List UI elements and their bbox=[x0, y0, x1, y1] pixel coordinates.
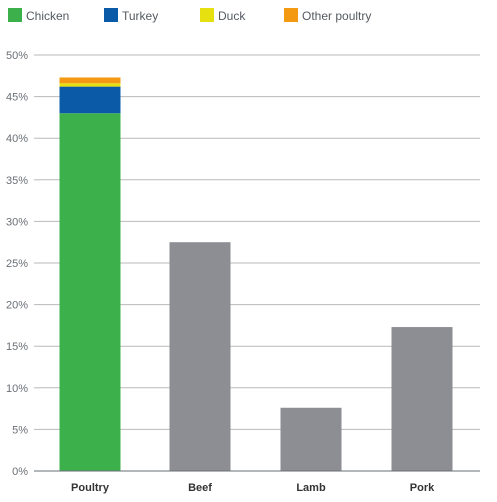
legend: Chicken Turkey Duck Other poultry bbox=[8, 8, 371, 23]
legend-swatch-turkey bbox=[104, 8, 118, 22]
y-tick-label: 50% bbox=[6, 50, 28, 62]
y-tick-label: 35% bbox=[6, 175, 28, 187]
bar-segment-poultry-other-poultry bbox=[59, 77, 121, 84]
legend-label-chicken: Chicken bbox=[26, 9, 69, 23]
legend-label-duck: Duck bbox=[218, 9, 246, 23]
x-tick-label-poultry: Poultry bbox=[71, 482, 110, 494]
bar-pork bbox=[391, 327, 453, 471]
y-tick-label: 30% bbox=[6, 216, 28, 228]
x-axis: Poultry Beef Lamb Pork bbox=[34, 470, 480, 494]
y-axis: 0% 5% 10% 15% 20% 25% 30% 35% 40% 45% 50% bbox=[6, 50, 40, 478]
bars bbox=[59, 77, 453, 472]
bar-lamb bbox=[280, 407, 342, 471]
y-tick-label: 15% bbox=[6, 341, 28, 353]
y-tick-label: 40% bbox=[6, 133, 28, 145]
x-tick-label-pork: Pork bbox=[410, 482, 435, 494]
x-tick-label-lamb: Lamb bbox=[296, 482, 326, 494]
bar-segment-poultry-duck bbox=[59, 83, 121, 87]
bar-segment-poultry-chicken bbox=[59, 113, 121, 472]
x-tick-label-beef: Beef bbox=[188, 482, 212, 494]
legend-swatch-other-poultry bbox=[284, 8, 298, 22]
y-tick-label: 45% bbox=[6, 92, 28, 104]
bar-segment-poultry-turkey bbox=[59, 86, 121, 114]
y-tick-label: 20% bbox=[6, 300, 28, 312]
legend-swatch-chicken bbox=[8, 8, 22, 22]
legend-label-other-poultry: Other poultry bbox=[302, 9, 371, 23]
y-tick-label: 25% bbox=[6, 258, 28, 270]
legend-label-turkey: Turkey bbox=[122, 9, 158, 23]
y-tick-label: 5% bbox=[12, 424, 28, 436]
y-tick-label: 0% bbox=[12, 466, 28, 478]
legend-swatch-duck bbox=[200, 8, 214, 22]
bar-beef bbox=[169, 242, 231, 471]
y-tick-label: 10% bbox=[6, 383, 28, 395]
